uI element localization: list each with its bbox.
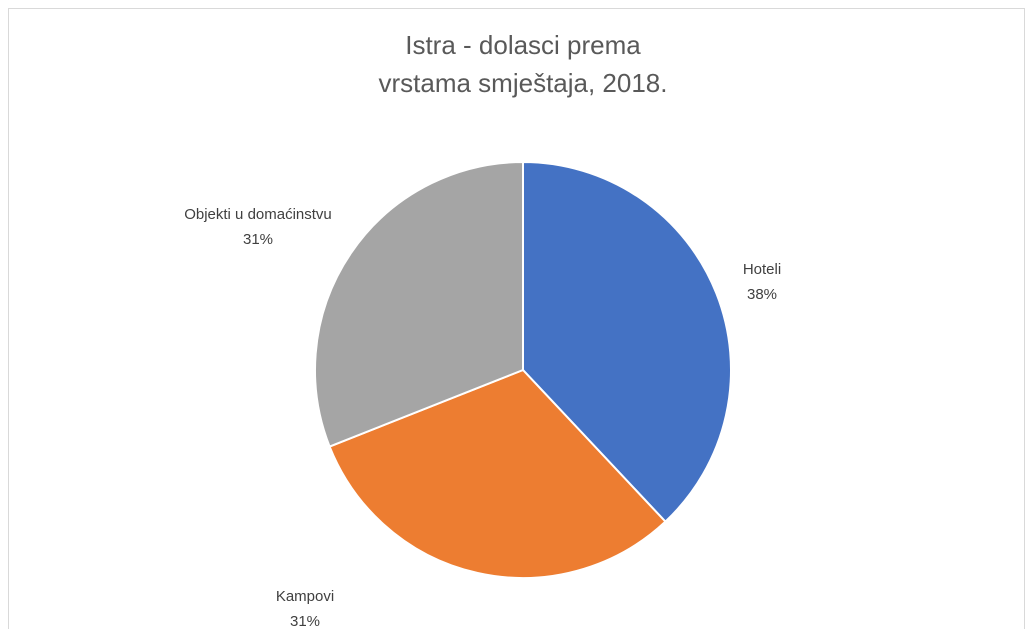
slice-label: Kampovi [276, 588, 334, 605]
pie-slice [314, 160, 524, 448]
slice-label: Hoteli [743, 261, 781, 278]
pie-slice [522, 160, 732, 524]
chart-title: Istra - dolasci prema [405, 30, 641, 60]
slice-value-label: 31% [290, 613, 320, 629]
chart-title: vrstama smještaja, 2018. [378, 68, 667, 98]
slice-value-label: 38% [747, 286, 777, 303]
pie-slice [328, 368, 667, 579]
slice-value-label: 31% [243, 231, 273, 248]
slice-label: Objekti u domaćinstvu [184, 206, 332, 223]
